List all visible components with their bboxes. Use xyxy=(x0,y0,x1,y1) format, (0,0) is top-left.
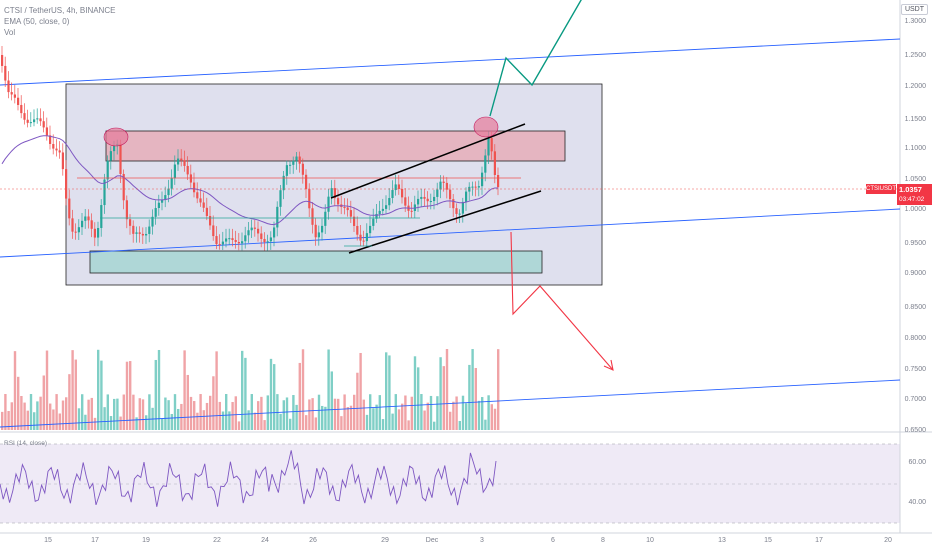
price-axis-label: 1.2000 xyxy=(904,83,926,90)
top-ellipse-right[interactable] xyxy=(473,116,499,138)
middle-trendline[interactable] xyxy=(0,208,901,258)
bearish-projection-arrow[interactable] xyxy=(510,231,614,371)
date-axis-label: 24 xyxy=(261,537,269,544)
last-price-value: 1.0357 xyxy=(897,184,932,195)
price-axis-label: 1.0000 xyxy=(904,206,926,213)
date-axis-label: 15 xyxy=(764,537,772,544)
price-axis-label: 1.1000 xyxy=(904,145,926,152)
date-axis-label: 15 xyxy=(44,537,52,544)
price-axis-label: 0.8000 xyxy=(904,335,926,342)
date-axis-label: 26 xyxy=(309,537,317,544)
channel-lower-line[interactable] xyxy=(348,190,542,254)
rsi-axis-60: 60.00 xyxy=(908,459,926,466)
price-axis-label: 0.7500 xyxy=(904,366,926,373)
price-axis-label: 0.8500 xyxy=(904,304,926,311)
price-axis-label: 1.1500 xyxy=(904,116,926,123)
bar-countdown: 03:47:02 xyxy=(897,195,932,205)
price-axis-label: 0.9500 xyxy=(904,240,926,247)
last-price-tag: CTSIUSDT 1.0357 03:47:02 xyxy=(866,184,932,206)
channel-upper-line[interactable] xyxy=(330,123,526,199)
date-axis-label: 6 xyxy=(551,537,555,544)
price-axis-label: 0.9000 xyxy=(904,270,926,277)
arrow-head-icon xyxy=(603,359,614,371)
volume-bars xyxy=(1,349,500,430)
rsi-line xyxy=(0,450,497,507)
date-axis-label: 17 xyxy=(91,537,99,544)
support-zone[interactable] xyxy=(89,250,543,274)
date-axis-label: 17 xyxy=(815,537,823,544)
volume-indicator-label[interactable]: Vol xyxy=(4,28,16,37)
rsi-axis-40: 40.00 xyxy=(908,499,926,506)
upper-trendline[interactable] xyxy=(0,38,901,86)
date-axis-label: 29 xyxy=(381,537,389,544)
date-axis-label: Dec xyxy=(425,537,439,544)
date-axis-label: 19 xyxy=(142,537,150,544)
rsi-band xyxy=(0,444,900,523)
date-axis-label: 20 xyxy=(884,537,892,544)
date-axis-label: 13 xyxy=(718,537,726,544)
date-axis-label: 3 xyxy=(480,537,484,544)
price-axis-label: 1.0500 xyxy=(904,176,926,183)
date-axis-label: 8 xyxy=(601,537,605,544)
ema-indicator-label[interactable]: EMA (50, close, 0) xyxy=(4,17,70,26)
date-axis-label: 10 xyxy=(646,537,654,544)
rsi-indicator-label[interactable]: RSI (14, close) xyxy=(4,440,47,447)
price-axis-label: 0.6500 xyxy=(904,427,926,434)
price-axis-label: 0.7000 xyxy=(904,396,926,403)
price-axis-label: 1.2500 xyxy=(904,52,926,59)
top-ellipse-left[interactable] xyxy=(103,127,129,147)
symbol-info[interactable]: CTSI / TetherUS, 4h, BINANCE xyxy=(4,6,116,15)
price-axis-label: 1.3000 xyxy=(904,18,926,25)
lower-trendline[interactable] xyxy=(0,379,901,428)
currency-selector[interactable]: USDT xyxy=(900,4,928,15)
bullish-projection-arrow[interactable] xyxy=(489,0,584,117)
symbol-tag-name: CTSIUSDT xyxy=(866,184,896,194)
date-axis-label: 22 xyxy=(213,537,221,544)
